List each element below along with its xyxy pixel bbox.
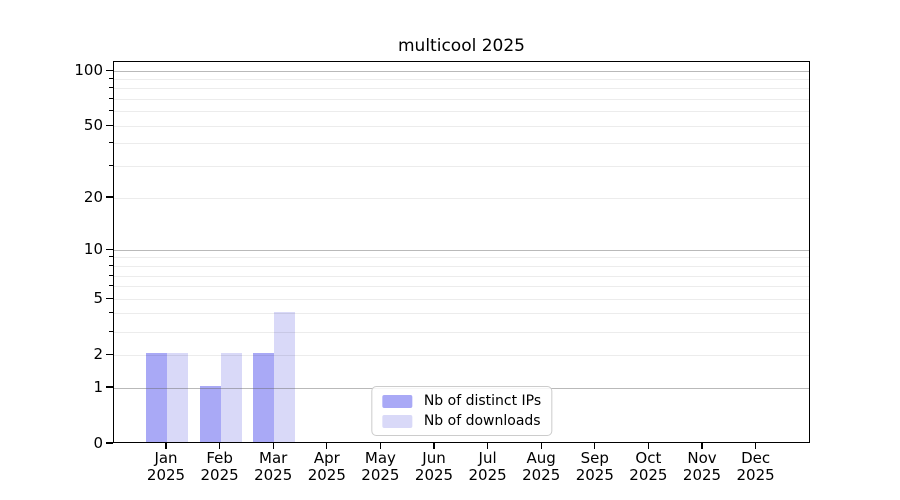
legend-item-distinct-ips: Nb of distinct IPs xyxy=(381,393,542,409)
y-tick-label-2: 2 xyxy=(93,345,103,364)
x-label-year: 2025 xyxy=(254,466,293,484)
legend-swatch-distinct-ips xyxy=(381,394,412,408)
x-label-year: 2025 xyxy=(361,466,400,484)
y-tick-label-0: 0 xyxy=(93,434,103,452)
x-tick-feb xyxy=(219,443,221,449)
x-label-year: 2025 xyxy=(629,466,668,484)
x-label-month: Nov xyxy=(687,449,717,467)
y-tick-10 xyxy=(106,248,113,250)
x-label-year: 2025 xyxy=(575,466,614,484)
y-minor-tick-90 xyxy=(109,78,113,79)
x-tick-jan xyxy=(165,443,167,449)
y-tick-label-10: 10 xyxy=(83,240,103,259)
x-label-month: Feb xyxy=(206,449,233,467)
y-tick-label-5: 5 xyxy=(93,289,103,308)
y-tick-label-50: 50 xyxy=(83,116,103,135)
x-tick-sep xyxy=(594,443,596,449)
x-label-month: Jan xyxy=(154,449,178,467)
bar-downloads-jan xyxy=(167,353,188,442)
y-minor-tick-9 xyxy=(109,256,113,258)
plot-area: Nb of distinct IPs Nb of downloads xyxy=(113,61,810,443)
y-tick-label-100: 100 xyxy=(74,61,103,80)
y-minor-tick-2 xyxy=(109,353,113,355)
x-tick-nov xyxy=(701,443,703,449)
y-tick-label-20: 20 xyxy=(83,188,103,206)
x-tick-label-apr: Apr 2025 xyxy=(308,450,346,484)
x-tick-label-aug: Aug 2025 xyxy=(522,450,560,484)
y-minor-tick-60 xyxy=(109,110,113,112)
x-label-month: Oct xyxy=(635,449,662,467)
bars-layer xyxy=(114,62,809,442)
x-label-month: Jun xyxy=(422,449,446,467)
x-label-year: 2025 xyxy=(522,466,561,484)
y-minor-tick-8 xyxy=(109,265,113,266)
legend-label-downloads: Nb of downloads xyxy=(423,413,541,429)
x-label-month: Aug xyxy=(526,449,556,467)
bar-distinct-ips-mar xyxy=(253,353,275,442)
x-label-month: Dec xyxy=(741,449,771,467)
y-minor-tick-80 xyxy=(109,87,113,89)
legend: Nb of distinct IPs Nb of downloads xyxy=(370,386,553,436)
y-minor-tick-40 xyxy=(109,142,113,144)
x-tick-dec xyxy=(755,443,757,449)
x-label-year: 2025 xyxy=(468,466,507,484)
x-label-year: 2025 xyxy=(682,466,722,484)
x-tick-label-oct: Oct 2025 xyxy=(629,450,667,484)
x-tick-label-mar: Mar 2025 xyxy=(254,450,292,484)
y-tick-0 xyxy=(106,442,113,444)
bar-downloads-mar xyxy=(274,311,296,442)
y-minor-tick-30 xyxy=(109,165,113,166)
y-minor-tick-70 xyxy=(109,98,113,100)
x-tick-mar xyxy=(272,443,274,449)
x-tick-label-feb: Feb 2025 xyxy=(201,450,239,484)
y-minor-tick-20 xyxy=(109,196,113,198)
x-label-month: Jul xyxy=(478,449,497,467)
y-minor-tick-50 xyxy=(109,124,113,126)
y-minor-tick-5 xyxy=(109,297,113,299)
bar-distinct-ips-feb xyxy=(199,386,221,442)
x-label-month: Sep xyxy=(580,449,609,467)
x-label-month: May xyxy=(364,449,396,467)
x-tick-oct xyxy=(647,443,649,449)
legend-swatch-downloads xyxy=(381,414,412,428)
y-minor-tick-4 xyxy=(109,312,113,314)
x-tick-label-dec: Dec 2025 xyxy=(737,450,775,484)
y-minor-tick-3 xyxy=(109,330,113,332)
x-tick-label-may: May 2025 xyxy=(361,450,399,484)
bar-distinct-ips-jan xyxy=(146,353,167,442)
x-tick-label-jun: Jun 2025 xyxy=(415,450,453,484)
x-label-month: Mar xyxy=(259,449,288,467)
legend-item-downloads: Nb of downloads xyxy=(381,413,541,429)
x-label-year: 2025 xyxy=(200,466,239,484)
x-tick-label-jul: Jul 2025 xyxy=(469,450,507,484)
y-tick-100 xyxy=(106,69,113,71)
x-tick-label-sep: Sep 2025 xyxy=(576,450,614,484)
x-label-year: 2025 xyxy=(736,466,775,484)
bar-downloads-feb xyxy=(220,353,242,442)
x-tick-aug xyxy=(540,443,542,449)
y-minor-tick-7 xyxy=(109,274,113,276)
x-label-year: 2025 xyxy=(146,466,186,484)
x-tick-jul xyxy=(487,443,489,449)
x-label-year: 2025 xyxy=(414,466,454,484)
x-label-month: Apr xyxy=(313,449,340,467)
x-tick-apr xyxy=(326,443,328,449)
x-tick-may xyxy=(379,443,381,449)
x-tick-label-jan: Jan 2025 xyxy=(147,450,185,484)
legend-label-distinct-ips: Nb of distinct IPs xyxy=(423,393,542,409)
x-tick-jun xyxy=(433,443,435,449)
x-tick-label-nov: Nov 2025 xyxy=(683,450,721,484)
y-tick-1 xyxy=(106,386,113,388)
y-tick-label-1: 1 xyxy=(93,378,103,396)
chart-title: multicool 2025 xyxy=(398,36,525,56)
x-label-year: 2025 xyxy=(307,466,346,484)
y-minor-tick-6 xyxy=(109,285,113,287)
